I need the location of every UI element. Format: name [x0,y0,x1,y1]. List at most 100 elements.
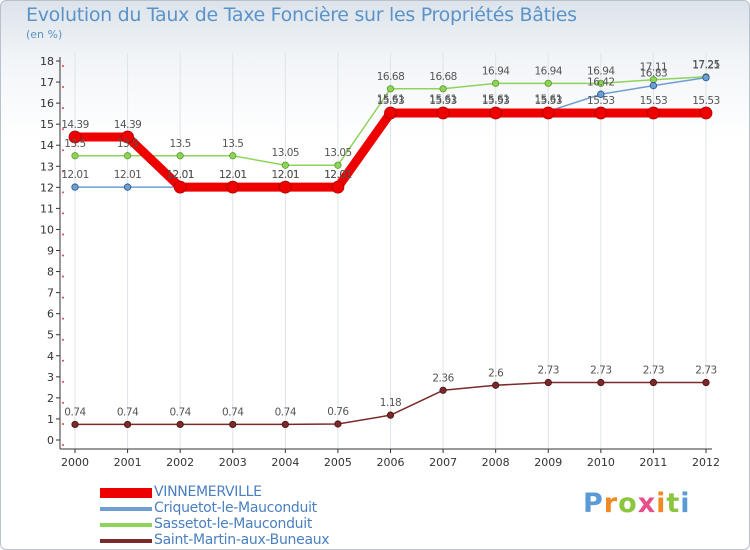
data-label: 12.01 [219,169,247,181]
data-point [71,420,79,429]
proxiti-logo: Proxiti [583,488,691,519]
logo-letter: r [603,488,619,519]
y-minor-tick-mark [62,107,64,110]
y-tick-label: 13 [40,160,54,173]
y-tick-label: 14 [40,139,54,152]
data-label: 15.53 [534,95,562,107]
data-point [334,420,342,428]
data-label: 14.39 [114,119,142,131]
data-label: 13.05 [324,147,352,159]
data-label: 0.74 [275,406,297,418]
data-label: 12.01 [272,169,300,181]
logo-letter: P [583,488,604,519]
legend-label: Saint-Martin-aux-Buneaux [154,532,330,548]
data-point [386,411,395,419]
data-label: 12.01 [166,169,194,181]
y-minor-tick-mark [62,65,64,67]
x-tick-label: 2010 [587,456,615,469]
data-point [699,106,713,120]
data-point [229,420,237,429]
y-minor-tick-mark [62,317,64,320]
data-point [123,183,132,191]
y-minor-tick-mark [62,212,64,215]
x-tick-label: 2001 [114,456,142,469]
y-tick-label: 1 [47,413,54,426]
y-tick-label: 3 [47,371,54,384]
y-minor-tick-mark [62,296,64,299]
data-point [436,106,450,120]
data-point [492,79,500,87]
data-label: 15.61 [377,93,405,105]
data-label: 16.42 [587,76,615,88]
data-label: 14.39 [61,119,89,131]
data-point [173,180,187,194]
data-label: 13.5 [64,138,85,150]
y-tick-label: 2 [47,392,54,405]
legend-item: Criquetot-le-Mauconduit [100,500,360,517]
y-minor-tick-mark [62,401,64,404]
legend: VINNEMERVILLE Criquetot-le-Mauconduit Sa… [100,484,360,549]
data-point [702,74,710,82]
legend-item: Sassetot-le-Mauconduit [100,516,360,533]
data-label: 15.53 [640,95,668,107]
data-label: 15.53 [482,95,510,107]
data-label: 16.94 [587,65,615,77]
y-tick-label: 15 [40,118,54,131]
data-point [71,152,79,160]
data-label: 12.01 [61,169,89,181]
data-label: 0.74 [117,406,139,418]
data-point [597,90,605,98]
data-point [492,381,500,389]
data-label: 15.53 [429,95,457,107]
data-point [386,85,395,93]
data-point [331,180,345,194]
data-label: 0.74 [64,406,86,418]
data-label: 12.01 [114,169,142,181]
data-point [597,378,605,387]
y-minor-tick-mark [62,359,64,362]
legend-swatch [100,507,152,511]
data-label: 12.01 [324,169,352,181]
data-label: 2.73 [695,365,716,377]
data-label: 15.61 [429,93,457,105]
data-label: 2.73 [538,365,559,377]
y-minor-tick-mark [62,422,64,425]
x-tick-label: 2011 [639,456,667,469]
data-label: 12.01 [324,169,352,181]
data-point [278,180,292,194]
data-label: 0.74 [169,406,191,418]
y-tick-label: 7 [47,287,54,300]
x-tick-label: 2002 [166,456,194,469]
data-label: 13.5 [222,138,243,150]
data-label: 17.21 [692,60,720,72]
data-point [649,378,658,387]
y-tick-label: 6 [47,308,54,321]
chart-title: Evolution du Taux de Taxe Foncière sur l… [26,4,577,26]
y-minor-tick-mark [62,444,64,446]
data-point [489,106,503,120]
legend-swatch [100,523,152,527]
y-tick-label: 18 [40,55,54,68]
data-label: 15.61 [534,93,562,105]
y-minor-tick-mark [62,338,64,341]
data-label: 2.36 [432,372,454,384]
data-point [68,130,82,144]
x-tick-label: 2004 [271,456,299,469]
y-tick-label: 12 [40,181,54,194]
data-label: 1.18 [380,397,401,409]
logo-letter: i [656,488,667,519]
data-label: 13.05 [272,147,300,159]
data-point [439,85,447,93]
y-minor-tick-mark [62,275,64,278]
data-point [123,152,132,160]
y-minor-tick-mark [62,149,64,152]
y-tick-label: 4 [47,350,54,363]
y-minor-tick-mark [62,233,64,236]
y-minor-tick-mark [62,254,64,257]
data-label: 16.68 [429,71,457,83]
y-minor-tick-mark [62,191,64,194]
y-minor-tick-mark [62,86,64,89]
legend-label: Criquetot-le-Mauconduit [154,500,317,516]
data-label: 15.53 [587,95,615,107]
